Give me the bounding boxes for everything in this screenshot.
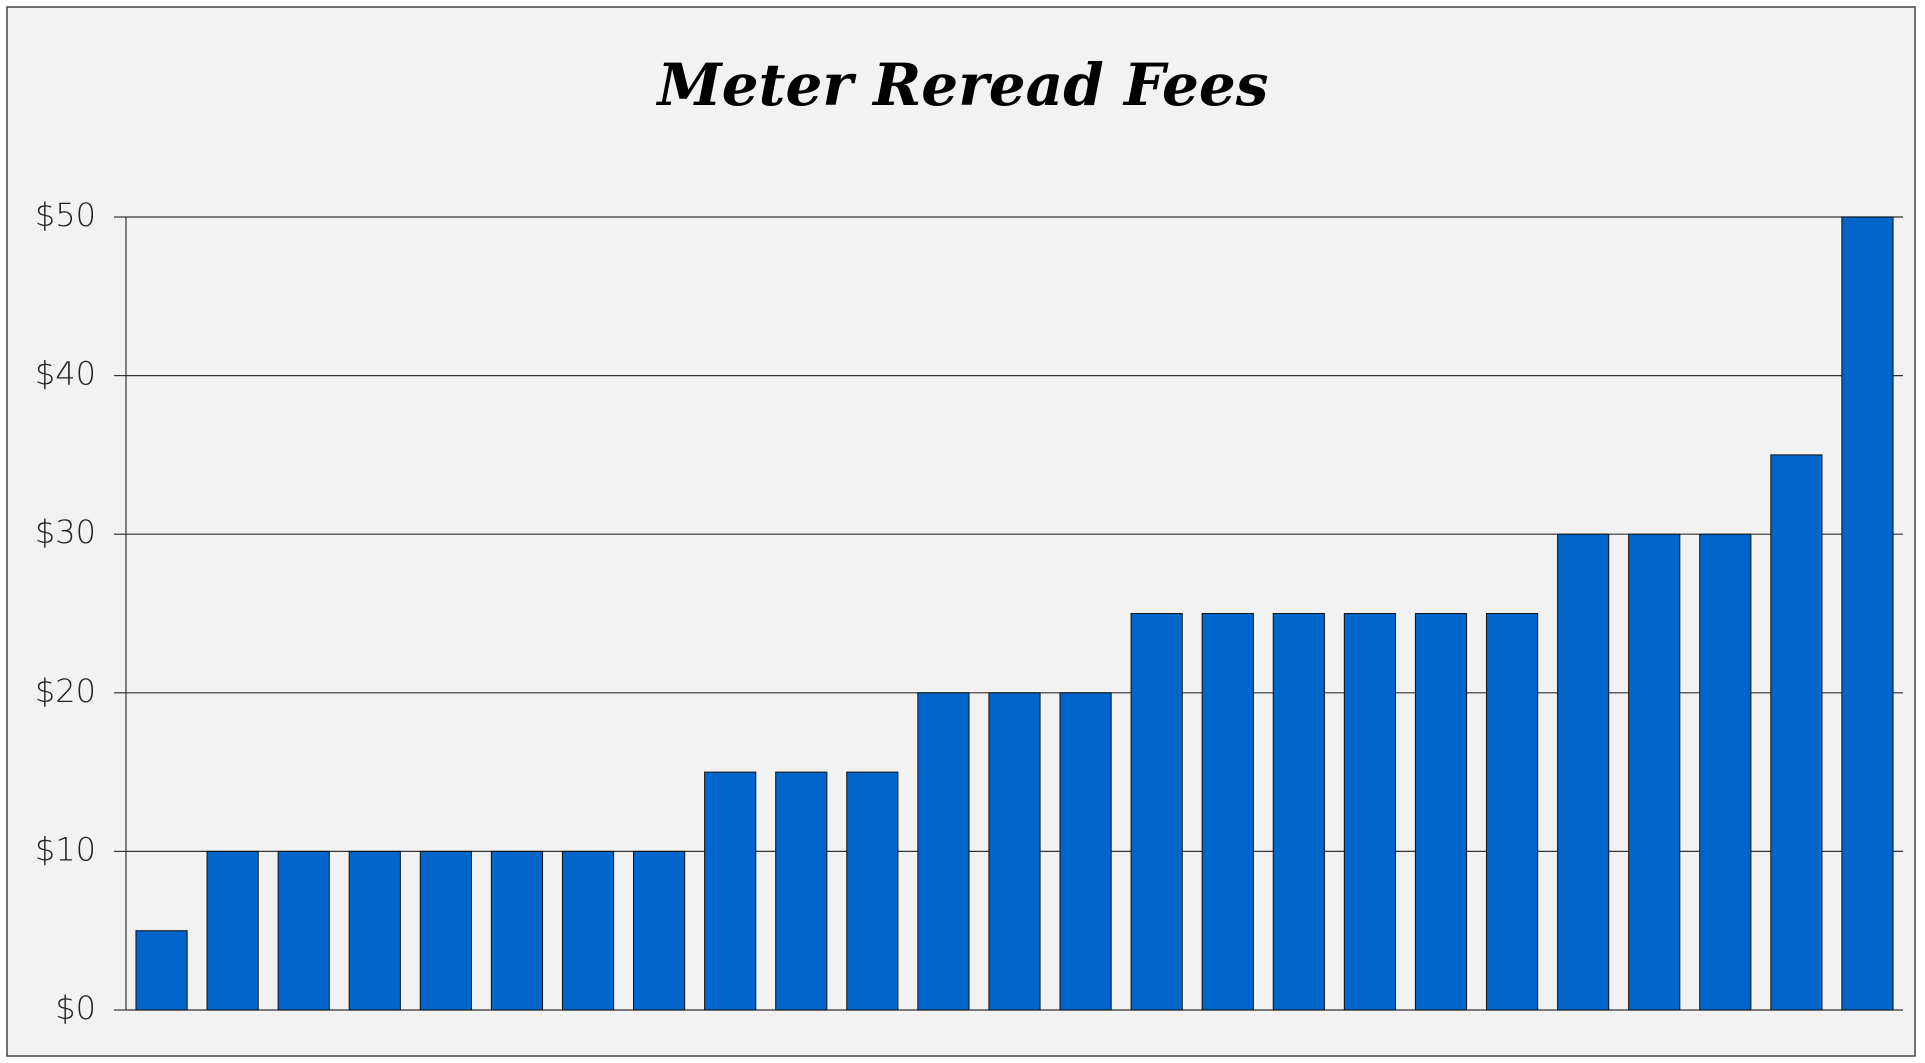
bar bbox=[135, 930, 188, 1011]
bar bbox=[1485, 613, 1539, 1011]
bar bbox=[277, 850, 330, 1011]
bar bbox=[1699, 533, 1752, 1011]
bar bbox=[561, 850, 615, 1011]
bar bbox=[1130, 613, 1183, 1011]
bar bbox=[1272, 613, 1325, 1011]
bar bbox=[490, 850, 544, 1011]
bar bbox=[1059, 692, 1112, 1011]
y-tick-label: $40 bbox=[35, 355, 96, 393]
y-tick-label: $30 bbox=[35, 513, 96, 551]
bar bbox=[206, 850, 259, 1011]
bar bbox=[917, 692, 970, 1011]
bar bbox=[1841, 216, 1894, 1011]
bar bbox=[704, 771, 757, 1011]
bar bbox=[1770, 454, 1823, 1011]
bar bbox=[846, 771, 899, 1011]
bar bbox=[1201, 613, 1254, 1011]
bar bbox=[988, 692, 1041, 1011]
chart-title: Meter Reread Fees bbox=[656, 51, 1269, 119]
bar bbox=[419, 850, 472, 1011]
y-tick-label: $10 bbox=[35, 830, 96, 868]
bar bbox=[775, 771, 828, 1011]
bar bbox=[348, 850, 401, 1011]
bar bbox=[1343, 613, 1396, 1011]
bar bbox=[1557, 533, 1610, 1011]
y-tick-label: $0 bbox=[55, 989, 96, 1027]
bar bbox=[1414, 613, 1468, 1011]
bar bbox=[1628, 533, 1681, 1011]
y-tick-label: $50 bbox=[35, 196, 96, 234]
bar bbox=[633, 850, 686, 1011]
y-tick-label: $20 bbox=[35, 672, 96, 710]
